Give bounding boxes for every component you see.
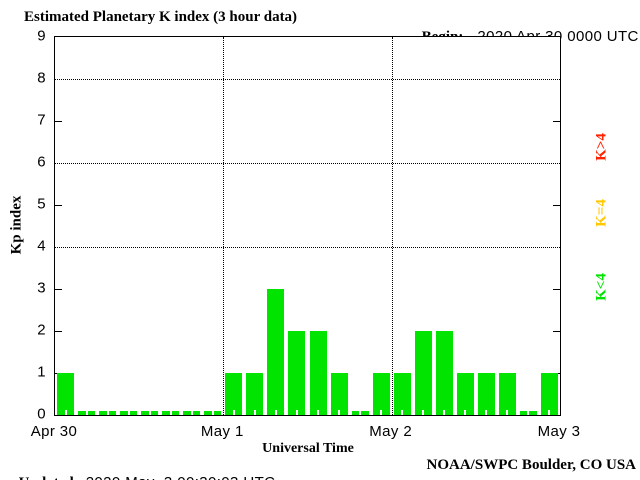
bar-center-tick	[190, 410, 193, 415]
y-tick-label: 1	[37, 363, 46, 381]
y-tick-label: 9	[37, 27, 46, 45]
kp-bar	[540, 373, 558, 415]
y-tick-label: 2	[37, 321, 46, 339]
updated-info: Updated 2020 May 3 00:30:03 UTC	[2, 457, 275, 480]
plot-area	[54, 36, 561, 416]
x-axis-title: Universal Time	[262, 441, 354, 456]
bar-center-tick	[380, 410, 383, 415]
updated-value: 2020 May 3 00:30:03 UTC	[86, 474, 276, 480]
y-tick-label: 0	[37, 405, 46, 423]
x-day-label: Apr 30	[30, 423, 78, 440]
bar-center-tick	[253, 410, 256, 415]
legend-label-K4: K>4	[593, 133, 610, 161]
bar-center-tick	[527, 410, 530, 415]
bar-center-tick	[211, 410, 214, 415]
day-gridline	[223, 37, 225, 415]
bar-center-tick	[295, 410, 298, 415]
y-tick-label: 3	[37, 279, 46, 297]
y-tick-right	[553, 289, 560, 290]
legend-label-K4: K=4	[593, 199, 610, 227]
y-tick-label: 6	[37, 153, 46, 171]
kp-bar	[330, 373, 348, 415]
bar-center-tick	[317, 410, 320, 415]
bar-center-tick	[64, 410, 67, 415]
kp-bar	[288, 331, 306, 415]
kp-bar	[477, 373, 495, 415]
day-gridline	[391, 37, 393, 415]
bar-center-tick	[85, 410, 88, 415]
credit-text: NOAA/SWPC Boulder, CO USA	[426, 457, 636, 473]
kp-bar	[267, 289, 285, 415]
bar-center-tick	[401, 410, 404, 415]
legend-label-K4: K<4	[593, 273, 610, 301]
kp-bar	[57, 373, 74, 415]
y-tick-left	[55, 205, 62, 206]
y-tick-right	[553, 205, 560, 206]
x-day-label: May 2	[369, 423, 413, 440]
bar-center-tick	[127, 410, 130, 415]
bar-center-tick	[359, 410, 362, 415]
kp-bar	[414, 331, 432, 415]
kp-bar	[435, 331, 453, 415]
bar-center-tick	[148, 410, 151, 415]
y-tick-label: 5	[37, 195, 46, 213]
kp-bar	[309, 331, 327, 415]
bar-center-tick	[422, 410, 425, 415]
bar-center-tick	[485, 410, 488, 415]
bar-center-tick	[106, 410, 109, 415]
bar-center-tick	[506, 410, 509, 415]
y-tick-right	[553, 121, 560, 122]
kp-bar	[246, 373, 264, 415]
y-gridline	[55, 79, 560, 80]
bar-center-tick	[464, 410, 467, 415]
y-gridline	[55, 247, 560, 248]
kp-bar	[225, 373, 243, 415]
y-tick-left	[55, 289, 62, 290]
x-day-label: May 1	[200, 423, 244, 440]
y-tick-left	[55, 121, 62, 122]
kp-bar	[456, 373, 474, 415]
y-tick-right	[553, 331, 560, 332]
x-day-label: May 3	[537, 423, 581, 440]
bar-center-tick	[232, 410, 235, 415]
y-tick-label: 4	[37, 237, 46, 255]
bar-center-tick	[338, 410, 341, 415]
bar-center-tick	[169, 410, 172, 415]
kp-bar	[498, 373, 516, 415]
y-gridline	[55, 163, 560, 164]
bar-center-tick	[274, 410, 277, 415]
bar-center-tick	[443, 410, 446, 415]
y-tick-label: 8	[37, 69, 46, 87]
kp-bar	[372, 373, 390, 415]
y-tick-left	[55, 331, 62, 332]
chart-title: Estimated Planetary K index (3 hour data…	[24, 9, 298, 25]
y-tick-label: 7	[37, 111, 46, 129]
kp-bar	[393, 373, 411, 415]
bar-center-tick	[548, 410, 551, 415]
updated-label: Updated	[19, 475, 74, 480]
